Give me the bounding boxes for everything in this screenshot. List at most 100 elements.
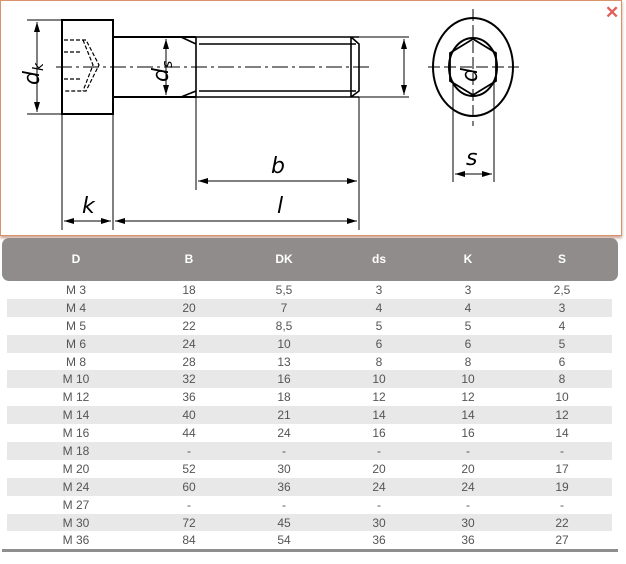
table-row: M 6 24 10 6 6 5 xyxy=(0,334,626,353)
table-cell: 5 xyxy=(464,318,472,333)
table-cell: 6 xyxy=(558,354,566,369)
table-cell: - xyxy=(187,497,191,512)
table-cell: 5 xyxy=(558,336,566,351)
table-cell: 17 xyxy=(555,461,569,476)
table-cell: - xyxy=(560,444,564,459)
table-header: D B DK ds K S xyxy=(2,238,618,281)
table-cell: 22 xyxy=(182,318,196,333)
table-cell: 4 xyxy=(558,318,566,333)
table-cell: 10 xyxy=(555,390,569,405)
table-cell: 30 xyxy=(372,515,386,530)
svg-text:l: l xyxy=(277,194,283,219)
table-cell: 60 xyxy=(182,479,196,494)
table-row: M 3 18 5,5 3 3 2,5 xyxy=(0,281,626,299)
table-cell: 10 xyxy=(461,372,475,387)
table-cell: M 36 xyxy=(62,533,90,548)
table-cell: 7 xyxy=(280,300,288,315)
table-cell: 12 xyxy=(461,390,475,405)
table-cell: 6 xyxy=(375,336,383,351)
dimension-table-body: M 3 18 5,5 3 3 2,5 M 4 20 7 4 4 3 M 5 22 8,5 5 5 4 M 6 24 10… xyxy=(0,281,626,549)
table-row: M 10 32 16 10 10 8 xyxy=(0,370,626,389)
svg-text:dk: dk xyxy=(20,62,47,85)
table-cell: 3 xyxy=(464,283,472,297)
table-cell: - xyxy=(466,444,470,459)
table-cell: 20 xyxy=(461,461,475,476)
column-header-b: B xyxy=(184,252,194,266)
column-header-d: D xyxy=(71,252,81,266)
table-cell: 14 xyxy=(461,408,475,423)
table-row: M 30 72 45 30 30 22 xyxy=(0,513,626,532)
table-row: M 27 - - - - - xyxy=(0,496,626,514)
table-cell: 13 xyxy=(277,354,291,369)
table-cell: - xyxy=(377,497,381,512)
table-cell: 16 xyxy=(461,426,475,441)
table-row: M 8 28 13 8 8 6 xyxy=(0,353,626,371)
table-cell: 16 xyxy=(372,426,386,441)
table-cell: 30 xyxy=(277,461,291,476)
table-cell: 28 xyxy=(182,354,196,369)
table-cell: 32 xyxy=(182,372,196,387)
table-cell: 5,5 xyxy=(275,283,293,297)
table-row: M 36 84 54 36 36 27 xyxy=(0,531,626,549)
table-cell: - xyxy=(187,444,191,459)
table-cell: 44 xyxy=(182,426,196,441)
svg-text:b: b xyxy=(271,154,285,179)
table-row: M 16 44 24 16 16 14 xyxy=(0,424,626,442)
table-cell: 19 xyxy=(555,479,569,494)
screw-dimension-diagram: dk ds d b l k s ✕ xyxy=(0,0,622,236)
table-cell: 14 xyxy=(555,426,569,441)
table-row: M 4 20 7 4 4 3 xyxy=(0,298,626,317)
table-cell: M 14 xyxy=(62,408,90,423)
table-cell: 12 xyxy=(372,390,386,405)
table-cell: 24 xyxy=(461,479,475,494)
table-cell: - xyxy=(466,497,470,512)
table-cell: 24 xyxy=(372,479,386,494)
table-bottom-rule xyxy=(2,549,618,552)
table-cell: 27 xyxy=(555,533,569,548)
table-cell: 52 xyxy=(182,461,196,476)
close-x-icon[interactable]: ✕ xyxy=(605,3,620,22)
table-row: M 18 - - - - - xyxy=(0,442,626,460)
column-header-k: K xyxy=(463,252,473,266)
table-cell: 12 xyxy=(555,408,569,423)
table-cell: 18 xyxy=(182,283,196,297)
table-cell: 3 xyxy=(375,283,383,297)
table-cell: 20 xyxy=(182,300,196,315)
table-cell: 8,5 xyxy=(275,318,293,333)
table-cell: 10 xyxy=(372,372,386,387)
table-cell: M 3 xyxy=(65,283,86,297)
table-cell: 4 xyxy=(375,300,383,315)
table-row: M 24 60 36 24 24 19 xyxy=(0,477,626,496)
table-cell: M 30 xyxy=(62,515,90,530)
table-cell: 22 xyxy=(555,515,569,530)
table-cell: 8 xyxy=(464,354,472,369)
table-cell: 4 xyxy=(464,300,472,315)
table-row: M 20 52 30 20 20 17 xyxy=(0,460,626,478)
column-header-s: S xyxy=(557,252,566,266)
svg-text:d: d xyxy=(458,67,483,82)
table-cell: M 24 xyxy=(62,479,90,494)
column-header-dk: DK xyxy=(275,252,293,266)
table-cell: - xyxy=(560,497,564,512)
table-cell: M 12 xyxy=(62,390,90,405)
table-cell: 24 xyxy=(182,336,196,351)
table-cell: 24 xyxy=(277,426,291,441)
hex-socket-hidden xyxy=(64,39,100,92)
socket-head-screw-drawing: dk ds d b l k s xyxy=(20,9,519,230)
table-cell: 36 xyxy=(372,533,386,548)
table-cell: 84 xyxy=(182,533,196,548)
table-cell: M 5 xyxy=(65,318,86,333)
table-cell: 3 xyxy=(558,300,566,315)
table-cell: 30 xyxy=(461,515,475,530)
table-cell: 20 xyxy=(372,461,386,476)
table-cell: 36 xyxy=(461,533,475,548)
table-cell: M 20 xyxy=(62,461,90,476)
table-cell: 16 xyxy=(277,372,291,387)
svg-text:ds: ds xyxy=(149,61,176,82)
table-cell: 8 xyxy=(375,354,383,369)
table-cell: - xyxy=(282,444,286,459)
table-cell: M 27 xyxy=(62,497,90,512)
table-cell: 5 xyxy=(375,318,383,333)
table-cell: 54 xyxy=(277,533,291,548)
table-cell: 6 xyxy=(464,336,472,351)
